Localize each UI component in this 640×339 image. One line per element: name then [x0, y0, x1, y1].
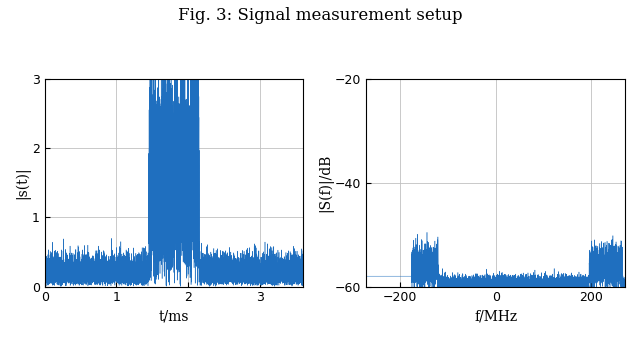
Y-axis label: |S(f)|/dB: |S(f)|/dB: [318, 154, 333, 212]
Text: Fig. 3: Signal measurement setup: Fig. 3: Signal measurement setup: [178, 7, 462, 24]
X-axis label: f/MHz: f/MHz: [474, 310, 517, 324]
Y-axis label: |s(t)|: |s(t)|: [15, 166, 30, 199]
X-axis label: t/ms: t/ms: [159, 310, 189, 324]
